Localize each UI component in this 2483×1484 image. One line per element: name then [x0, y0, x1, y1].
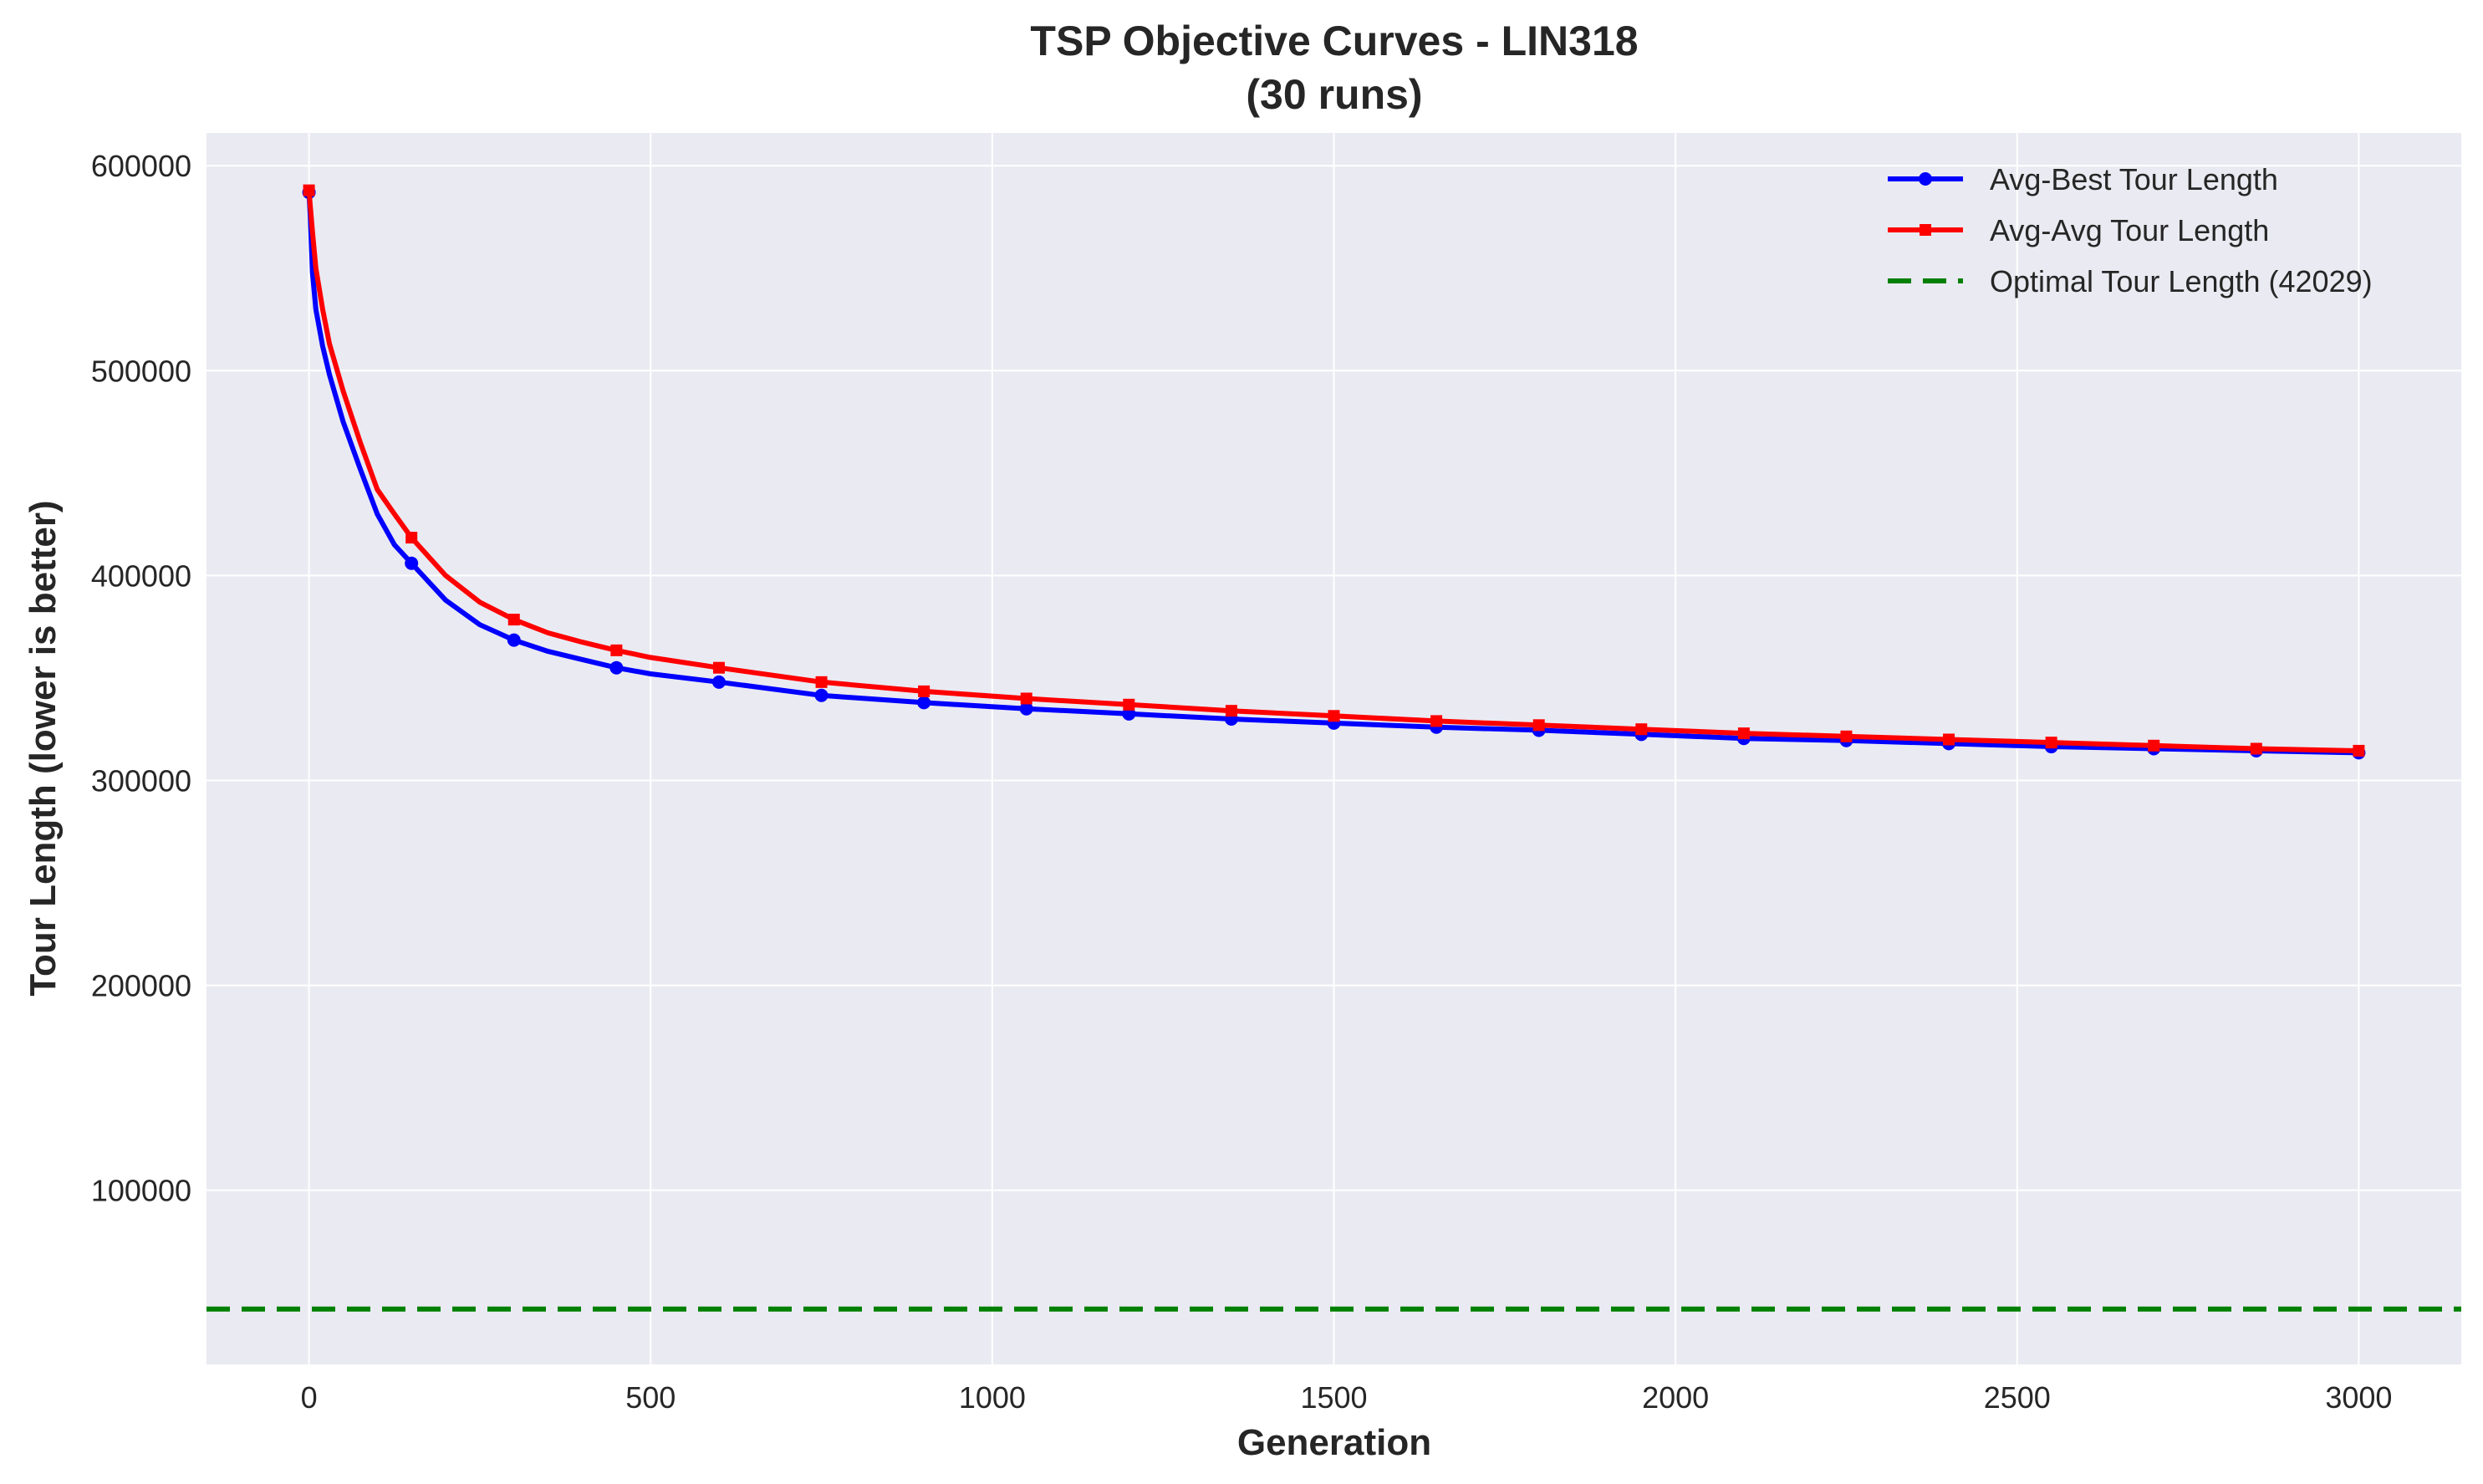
- series-group: [302, 184, 2366, 760]
- legend-label-1: Avg-Best Tour Length: [1990, 162, 2278, 196]
- x-axis-ticks: 0 500 1000 1500 2000 2500 3000: [301, 1380, 2393, 1415]
- data-point-square: [1123, 698, 1135, 711]
- data-point-circle: [1122, 706, 1136, 721]
- data-point-square: [1532, 719, 1545, 732]
- chart-title: TSP Objective Curves - LIN318: [1030, 18, 1638, 64]
- chart-subtitle: (30 runs): [1246, 71, 1422, 118]
- y-axis-label: Tour Length (lower is better): [23, 500, 64, 996]
- y-tick-label: 500000: [91, 354, 191, 388]
- legend-marker-square: [1920, 224, 1931, 236]
- data-point-square: [2353, 744, 2365, 757]
- data-point-square: [507, 614, 520, 626]
- x-tick-label: 2000: [1642, 1380, 1709, 1415]
- data-point-circle: [507, 633, 521, 647]
- y-tick-label: 200000: [91, 969, 191, 1003]
- data-point-circle: [917, 696, 931, 710]
- data-point-square: [1635, 723, 1648, 736]
- data-point-square: [1840, 730, 1853, 742]
- legend-marker-circle: [1919, 172, 1932, 186]
- x-tick-label: 1500: [1300, 1380, 1367, 1415]
- y-tick-label: 600000: [91, 149, 191, 183]
- y-tick-label: 300000: [91, 763, 191, 798]
- data-point-circle: [1019, 701, 1033, 716]
- data-point-square: [815, 676, 828, 688]
- legend-label-3: Optimal Tour Length (42029): [1990, 264, 2373, 298]
- x-tick-label: 1000: [959, 1380, 1026, 1415]
- grid: [206, 133, 2461, 1364]
- data-point-square: [2148, 739, 2160, 752]
- series-line-1: [306, 190, 2362, 756]
- data-point-square: [1020, 692, 1032, 705]
- data-point-square: [1225, 705, 1237, 717]
- data-point-circle: [609, 660, 624, 675]
- x-tick-label: 2500: [1984, 1380, 2051, 1415]
- y-axis-ticks: 100000 200000 300000 400000 500000 600000: [91, 149, 191, 1207]
- data-point-square: [405, 532, 418, 544]
- y-tick-label: 400000: [91, 558, 191, 593]
- legend-label-2: Avg-Avg Tour Length: [1990, 213, 2269, 247]
- data-point-circle: [405, 556, 419, 570]
- data-point-circle: [711, 675, 726, 689]
- data-point-square: [2045, 737, 2057, 749]
- x-tick-label: 500: [625, 1380, 676, 1415]
- data-point-square: [1430, 715, 1443, 727]
- y-tick-label: 100000: [91, 1174, 191, 1208]
- x-axis-label: Generation: [1237, 1422, 1431, 1463]
- data-point-square: [2250, 742, 2262, 755]
- data-point-square: [1328, 710, 1340, 722]
- data-point-square: [610, 644, 623, 656]
- x-tick-label: 3000: [2325, 1380, 2392, 1415]
- series-line-2: [306, 187, 2362, 753]
- data-point-square: [1943, 733, 1955, 746]
- data-point-square: [712, 661, 725, 674]
- data-point-circle: [814, 688, 829, 702]
- data-point-square: [918, 685, 930, 697]
- data-point-square: [1737, 727, 1750, 740]
- x-tick-label: 0: [301, 1380, 318, 1415]
- data-point-square: [303, 184, 315, 196]
- legend: Avg-Best Tour Length Avg-Avg Tour Length O…: [1888, 162, 2373, 298]
